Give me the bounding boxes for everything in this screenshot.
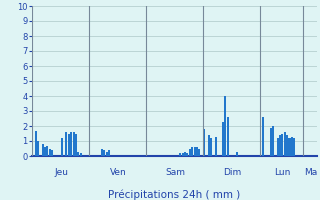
Bar [210, 138, 212, 156]
Bar [203, 129, 205, 156]
Bar [37, 141, 39, 156]
Bar [73, 132, 75, 156]
Bar [222, 121, 224, 156]
Bar [208, 135, 210, 156]
Bar [279, 135, 281, 156]
Bar [227, 117, 229, 156]
Bar [70, 132, 72, 156]
Bar [191, 147, 193, 156]
Bar [215, 136, 217, 156]
Bar [46, 146, 48, 156]
Bar [35, 130, 36, 156]
Text: Jeu: Jeu [55, 168, 69, 177]
Bar [49, 148, 51, 156]
Text: Sam: Sam [165, 168, 186, 177]
Bar [196, 147, 198, 156]
Bar [182, 153, 184, 156]
Text: Précipitations 24h ( mm ): Précipitations 24h ( mm ) [108, 189, 241, 200]
Bar [262, 117, 264, 156]
Bar [276, 138, 279, 156]
Bar [65, 132, 68, 156]
Bar [198, 148, 200, 156]
Bar [61, 138, 63, 156]
Bar [108, 150, 110, 156]
Bar [184, 152, 186, 156]
Bar [284, 132, 286, 156]
Bar [236, 152, 238, 156]
Bar [289, 138, 291, 156]
Bar [269, 128, 272, 156]
Bar [42, 144, 44, 156]
Bar [106, 152, 108, 156]
Text: Dim: Dim [223, 168, 242, 177]
Bar [187, 153, 188, 156]
Bar [189, 148, 191, 156]
Bar [80, 153, 82, 156]
Bar [103, 150, 105, 156]
Text: Lun: Lun [274, 168, 291, 177]
Bar [77, 152, 79, 156]
Bar [281, 134, 284, 156]
Bar [75, 134, 77, 156]
Bar [68, 134, 70, 156]
Bar [194, 147, 196, 156]
Text: Ma: Ma [304, 168, 317, 177]
Bar [272, 126, 274, 156]
Bar [224, 96, 227, 156]
Bar [291, 136, 293, 156]
Bar [293, 138, 295, 156]
Bar [179, 153, 181, 156]
Bar [51, 150, 53, 156]
Bar [101, 148, 103, 156]
Text: Ven: Ven [110, 168, 127, 177]
Bar [44, 147, 46, 156]
Bar [286, 135, 288, 156]
